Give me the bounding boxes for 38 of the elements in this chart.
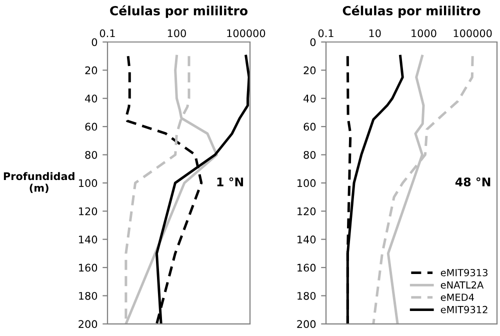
legend-label: eNATL2A [440,281,484,289]
y-tick-label: 40 [304,94,316,102]
y-tick-label: 200 [297,320,316,328]
x-tick-label: 100 [168,29,186,38]
x-tick-label: 100000 [227,29,266,38]
y-tick-label: 80 [304,150,316,159]
y-tick-label: 40 [85,94,98,102]
y-tick-label: 120 [298,207,316,216]
y-axis-title: Profundidad (m) [4,172,74,194]
y-tick-label: 140 [298,236,316,244]
x-tick-label: 0.1 [100,29,115,38]
x-tick-label: 1000 [412,29,436,38]
y-tick-label: 100 [298,179,316,188]
y-tick-label: 60 [304,122,316,131]
x-tick-label: 0.1 [318,29,334,38]
x-axis-title: Células por mililitro [110,5,248,18]
y-tick-label: 160 [298,264,316,272]
y-tick-label: 100 [79,179,98,188]
y-tick-label: 0 [310,38,316,46]
y-tick-label: 120 [79,207,98,216]
y-tick-label: 20 [85,66,98,74]
y-tick-label: 0 [92,38,98,46]
y-tick-label: 140 [79,236,98,244]
annotation: 1 °N [217,177,244,186]
legend-label: eMIT9312 [440,306,488,314]
legend-label: eMIT9313 [440,268,488,276]
x-tick-label: 10 [369,29,381,38]
x-tick-label: 100000 [454,29,492,38]
y-tick-label: 180 [298,292,316,300]
y-tick-label: 160 [79,264,98,272]
annotation: 48 °N [455,177,490,186]
legend-label: eMED4 [440,294,474,301]
x-axis-title: Células por mililitro [342,5,480,18]
y-tick-label: 200 [78,320,98,328]
y-tick-label: 20 [304,66,316,74]
y-tick-label: 60 [85,122,98,131]
y-tick-label: 80 [85,150,98,159]
y-tick-label: 180 [79,292,98,300]
